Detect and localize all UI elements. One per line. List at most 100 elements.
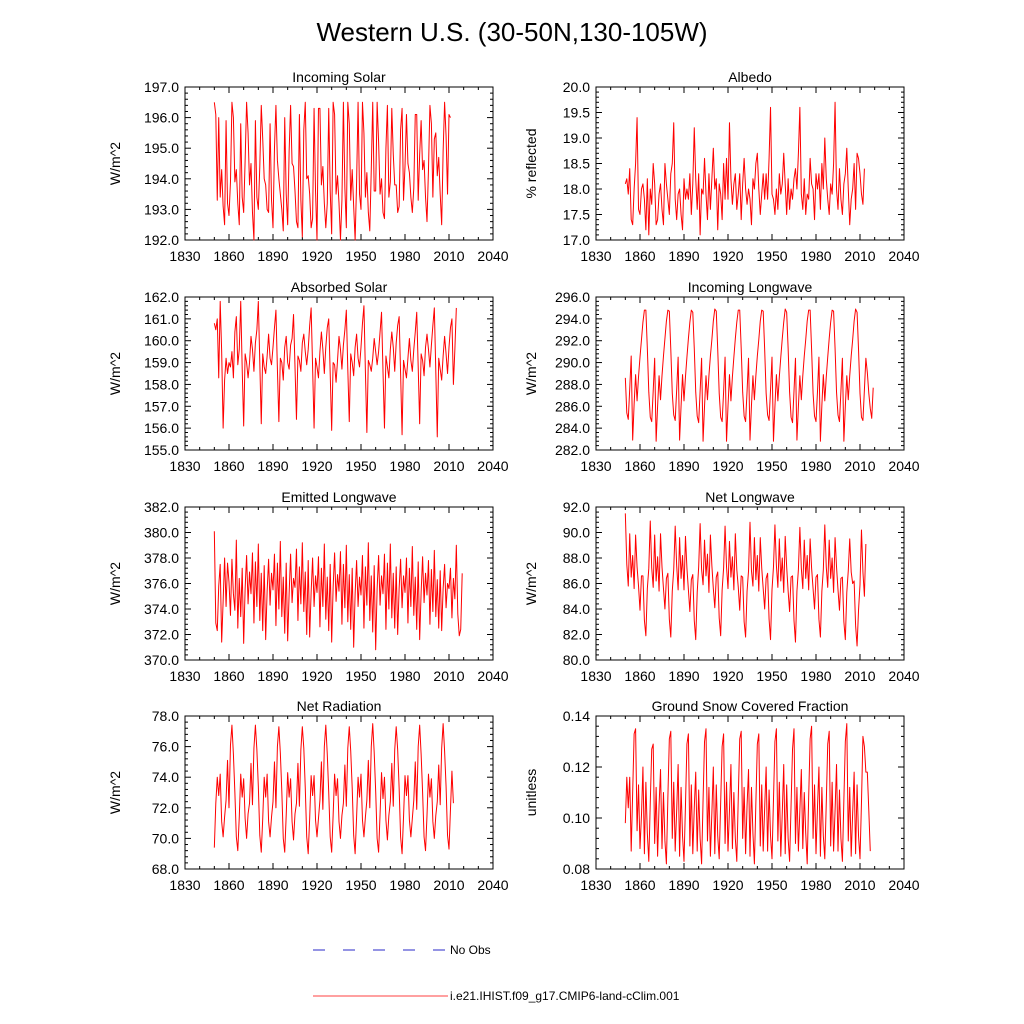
x-tick-label: 1860 xyxy=(213,248,244,264)
y-tick-label: 194.0 xyxy=(144,171,179,187)
y-tick-label: 0.08 xyxy=(563,861,590,877)
x-tick-label: 2040 xyxy=(888,668,919,684)
y-axis-label: W/m^2 xyxy=(107,771,123,814)
y-tick-label: 161.0 xyxy=(144,311,179,327)
x-tick-label: 2010 xyxy=(433,877,464,893)
panel-title: Emitted Longwave xyxy=(281,489,396,505)
x-tick-label: 2010 xyxy=(433,668,464,684)
x-tick-label: 1920 xyxy=(301,877,332,893)
x-tick-label: 1920 xyxy=(301,248,332,264)
plot-frame xyxy=(184,715,494,870)
x-tick-label: 1860 xyxy=(624,877,655,893)
y-tick-label: 84.0 xyxy=(563,601,590,617)
x-tick-label: 1830 xyxy=(169,877,200,893)
y-tick-label: 0.12 xyxy=(563,759,590,775)
x-tick-label: 1980 xyxy=(389,668,420,684)
y-tick-label: 288.0 xyxy=(555,376,590,392)
y-tick-label: 20.0 xyxy=(563,79,590,95)
y-tick-label: 292.0 xyxy=(555,333,590,349)
panel-emitted-longwave: Emitted Longwave 1830 1860 1890 1920 1950 1980… xyxy=(107,489,509,684)
panel-absorbed-solar: Absorbed Solar 1830 1860 1890 1920 1950 1980 20… xyxy=(107,279,509,474)
panel-title: Absorbed Solar xyxy=(291,279,388,295)
y-tick-label: 80.0 xyxy=(563,652,590,668)
x-tick-label: 2010 xyxy=(433,458,464,474)
x-tick-label: 1830 xyxy=(580,877,611,893)
y-axis-label: W/m^2 xyxy=(107,562,123,605)
y-tick-label: 192.0 xyxy=(144,232,179,248)
y-tick-label: 92.0 xyxy=(563,499,590,515)
panel-incoming-solar: Incoming Solar 1830 1860 1890 1920 1950 1980 20… xyxy=(107,69,509,264)
y-tick-label: 76.0 xyxy=(152,739,179,755)
x-tick-label: 2040 xyxy=(477,668,508,684)
y-tick-label: 162.0 xyxy=(144,289,179,305)
y-tick-label: 159.0 xyxy=(144,355,179,371)
panel-title: Net Radiation xyxy=(297,698,382,714)
x-tick-label: 1890 xyxy=(668,877,699,893)
figure-title: Western U.S. (30-50N,130-105W) xyxy=(316,17,707,47)
series-line-incoming-longwave xyxy=(624,308,874,442)
y-tick-label: 17.0 xyxy=(563,232,590,248)
plot-frame xyxy=(595,715,905,870)
y-tick-label: 160.0 xyxy=(144,333,179,349)
legend-label-no-obs: No Obs xyxy=(450,943,491,957)
y-tick-label: 17.5 xyxy=(563,207,590,223)
y-axis-label: W/m^2 xyxy=(107,352,123,395)
x-tick-label: 2010 xyxy=(844,668,875,684)
y-tick-label: 82.0 xyxy=(563,627,590,643)
legend: No Obs i.e21.IHIST.f09_g17.CMIP6-land-cC… xyxy=(313,943,680,1003)
panel-title: Net Longwave xyxy=(705,489,795,505)
y-tick-label: 90.0 xyxy=(563,525,590,541)
panel-title: Incoming Solar xyxy=(292,69,386,85)
panel-incoming-longwave: Incoming Longwave 1830 1860 1890 1920 1950 198… xyxy=(523,279,920,474)
y-tick-label: 0.14 xyxy=(563,708,590,724)
x-tick-label: 1860 xyxy=(624,458,655,474)
y-tick-label: 18.0 xyxy=(563,181,590,197)
series-line-net-radiation xyxy=(213,723,454,855)
x-tick-label: 1860 xyxy=(213,668,244,684)
y-tick-label: 370.0 xyxy=(144,652,179,668)
legend-label-model: i.e21.IHIST.f09_g17.CMIP6-land-cClim.001 xyxy=(450,989,680,1003)
x-tick-label: 2010 xyxy=(844,877,875,893)
y-tick-label: 157.0 xyxy=(144,398,179,414)
y-tick-label: 18.5 xyxy=(563,156,590,172)
panel-title: Incoming Longwave xyxy=(688,279,813,295)
y-axis-label: W/m^2 xyxy=(523,562,539,605)
y-axis-label: unitless xyxy=(523,769,539,816)
x-tick-label: 1950 xyxy=(756,668,787,684)
x-tick-label: 1920 xyxy=(301,458,332,474)
y-axis-label: % reflected xyxy=(523,128,539,198)
x-tick-label: 1830 xyxy=(580,248,611,264)
y-tick-label: 374.0 xyxy=(144,601,179,617)
x-tick-label: 1950 xyxy=(756,877,787,893)
y-tick-label: 195.0 xyxy=(144,140,179,156)
panel-albedo: Albedo 1830 1860 1890 1920 1950 1980 2010 2040 17… xyxy=(523,69,920,264)
x-tick-label: 2040 xyxy=(477,877,508,893)
x-tick-label: 1860 xyxy=(213,458,244,474)
x-tick-label: 1920 xyxy=(712,877,743,893)
y-tick-label: 284.0 xyxy=(555,420,590,436)
x-tick-label: 2040 xyxy=(888,877,919,893)
x-tick-label: 1860 xyxy=(624,668,655,684)
x-tick-label: 1980 xyxy=(800,877,831,893)
panel-ground-snow-covered-fraction: Ground Snow Covered Fraction 1830 1860 1890… xyxy=(523,698,920,893)
x-tick-label: 1950 xyxy=(345,668,376,684)
x-tick-label: 1980 xyxy=(800,668,831,684)
y-axis-label: W/m^2 xyxy=(523,352,539,395)
y-tick-label: 294.0 xyxy=(555,311,590,327)
series-line-net-longwave xyxy=(624,513,867,647)
y-tick-label: 0.10 xyxy=(563,810,590,826)
y-tick-label: 88.0 xyxy=(563,550,590,566)
x-tick-label: 2040 xyxy=(888,458,919,474)
x-tick-label: 1950 xyxy=(345,248,376,264)
y-tick-label: 282.0 xyxy=(555,442,590,458)
x-tick-label: 1830 xyxy=(580,458,611,474)
y-tick-label: 380.0 xyxy=(144,525,179,541)
x-tick-label: 1980 xyxy=(389,877,420,893)
x-tick-label: 1950 xyxy=(345,458,376,474)
x-tick-label: 1860 xyxy=(213,877,244,893)
y-tick-label: 156.0 xyxy=(144,420,179,436)
x-tick-label: 1890 xyxy=(668,248,699,264)
x-tick-label: 1890 xyxy=(257,248,288,264)
series-line-incoming-solar xyxy=(213,101,451,241)
